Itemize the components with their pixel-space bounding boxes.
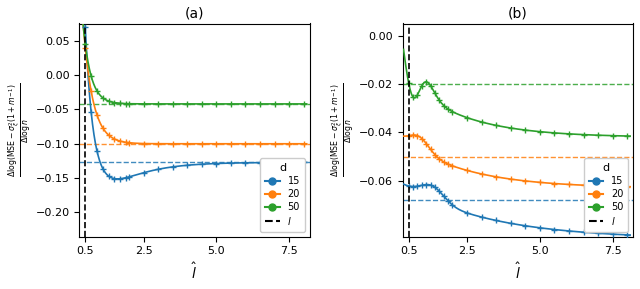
Title: (b): (b) [508, 7, 528, 21]
Y-axis label: $\frac{\Delta\log(\text{MSE} - \sigma_\xi^2(1+m^{-1})}{\Delta\log n}$: $\frac{\Delta\log(\text{MSE} - \sigma_\x… [330, 83, 356, 177]
Title: (a): (a) [185, 7, 204, 21]
X-axis label: $\hat{l}$: $\hat{l}$ [191, 262, 198, 282]
Legend: 15, 20, 50, $l$: 15, 20, 50, $l$ [260, 158, 305, 232]
Legend: 15, 20, 50, $l$: 15, 20, 50, $l$ [584, 158, 628, 232]
X-axis label: $\hat{l}$: $\hat{l}$ [515, 262, 521, 282]
Y-axis label: $\frac{\Delta\log(\text{MSE} - \sigma_\xi^2(1+m^{-1})}{\Delta\log n}$: $\frac{\Delta\log(\text{MSE} - \sigma_\x… [7, 83, 33, 177]
